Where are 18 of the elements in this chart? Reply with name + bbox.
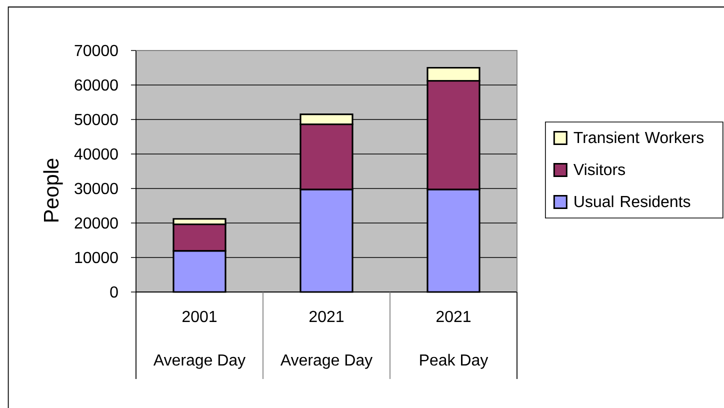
legend-label: Transient Workers (574, 131, 704, 144)
legend-label: Usual Residents (574, 195, 690, 208)
y-tick-label: 30000 (74, 182, 118, 194)
y-tick-label: 10000 (75, 252, 118, 264)
x-tick-label: 2021 (436, 310, 471, 322)
text: Average Day (153, 354, 246, 369)
legend-label: Visitors (573, 163, 625, 176)
text: Peak Day (420, 354, 488, 369)
y-tick-label: 50000 (74, 114, 118, 126)
y-tick-label: 40000 (74, 148, 118, 160)
y-tick-label: 70000 (74, 44, 118, 56)
text: Average Day (280, 354, 373, 369)
x-tick-label: 2001 (182, 310, 217, 322)
y-axis-title: People (43, 158, 63, 222)
x-tick-label: 2021 (310, 310, 344, 322)
y-tick-label: 0 (110, 286, 118, 298)
y-tick-label: 60000 (74, 79, 118, 91)
y-tick-label: 20000 (74, 217, 118, 229)
